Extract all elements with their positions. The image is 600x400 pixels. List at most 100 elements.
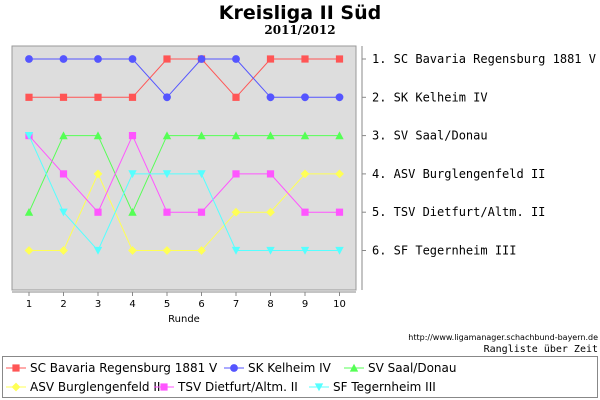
data-point	[128, 246, 137, 255]
data-point	[335, 93, 344, 102]
data-point	[335, 208, 344, 216]
data-point	[266, 131, 275, 140]
x-tick-label: 6	[198, 299, 204, 310]
data-point	[24, 208, 34, 216]
data-point	[59, 246, 68, 255]
data-point	[335, 55, 344, 63]
legend-swatch	[154, 383, 174, 391]
legend-swatch	[6, 364, 26, 372]
data-point	[59, 208, 68, 217]
legend-label: SF Tegernheim III	[333, 380, 436, 394]
data-point	[24, 246, 34, 255]
data-point	[300, 131, 310, 140]
x-tick-label: 10	[333, 299, 346, 310]
legend-item-tsv-dietfurt-altm-ii: TSV Dietfurt/Altm. II	[153, 378, 298, 396]
x-tick-label: 1	[26, 299, 32, 310]
legend-item-asv-burglengenfeld-ii: ASV Burglengenfeld II	[5, 378, 160, 396]
legend-swatch	[6, 382, 26, 392]
legend-label: TSV Dietfurt/Altm. II	[178, 380, 298, 394]
data-point	[301, 208, 309, 216]
data-point	[94, 93, 102, 101]
legend-item-sk-kelheim-iv: SK Kelheim IV	[223, 359, 331, 377]
legend-swatch	[224, 364, 244, 372]
data-point	[301, 55, 309, 63]
legend-label: SK Kelheim IV	[248, 361, 331, 375]
data-point	[232, 93, 240, 101]
legend-item-sv-saal-donau: SV Saal/Donau	[343, 359, 457, 377]
x-axis-label: Runde	[168, 314, 200, 325]
series-group	[24, 55, 344, 255]
x-tick-label: 8	[267, 299, 273, 310]
data-point	[300, 169, 310, 179]
data-point	[163, 55, 171, 63]
series-line	[28, 135, 340, 252]
data-point	[93, 169, 103, 179]
data-point	[59, 131, 68, 140]
x-tick-label: 3	[95, 299, 101, 310]
data-point	[163, 208, 171, 216]
legend-swatch-marker	[11, 382, 21, 392]
x-tick-label: 4	[129, 299, 135, 310]
data-point	[231, 131, 241, 140]
data-point	[24, 132, 34, 140]
data-point	[197, 246, 206, 255]
data-point	[335, 131, 344, 140]
data-point	[335, 246, 344, 255]
data-point	[94, 55, 102, 63]
legend-swatch	[344, 363, 364, 372]
data-point	[231, 246, 241, 255]
data-point	[93, 246, 103, 255]
data-point	[128, 208, 137, 216]
data-point	[266, 170, 275, 178]
data-point	[162, 131, 172, 140]
x-tick-label: 5	[164, 299, 170, 310]
legend-swatch-marker	[230, 364, 238, 372]
data-point	[300, 246, 310, 255]
rank-line-chart: 1 2 3 4 5 6 7 8 9 10 1. SC Bavaria Regensburg 188…	[11, 45, 596, 325]
data-point	[266, 93, 275, 102]
rank-tick-label: 6. SF Tegernheim III	[372, 244, 517, 258]
legend-item-sc-bavaria-regensburg-1881-v: SC Bavaria Regensburg 1881 V	[5, 359, 217, 377]
chart-caption: Rangliste über Zeit	[483, 344, 598, 355]
source-url: http://www.ligamanager.schachbund-bayern…	[408, 333, 598, 342]
legend-swatch-marker	[12, 364, 20, 372]
data-point	[232, 170, 240, 178]
data-point	[266, 55, 275, 63]
series-sf-tegernheim-iii	[24, 132, 344, 255]
data-point	[335, 169, 344, 179]
legend-swatch	[309, 383, 329, 392]
rank-axis-ticks: 1. SC Bavaria Regensburg 1881 V 2. SK Kel…	[362, 52, 596, 258]
legend-swatch-marker	[314, 383, 324, 392]
rank-tick-label: 3. SV Saal/Donau	[372, 129, 488, 143]
x-tick-label: 9	[302, 299, 308, 310]
data-point	[59, 93, 68, 101]
chart-subtitle: 2011/2012	[264, 23, 336, 37]
legend-label: ASV Burglengenfeld II	[30, 380, 161, 394]
series-line	[29, 58, 340, 99]
data-point	[93, 131, 103, 140]
series-sk-kelheim-iv	[25, 55, 344, 102]
legend-swatch-marker	[160, 383, 168, 391]
data-point	[128, 93, 137, 101]
x-tick-label: 7	[233, 299, 239, 310]
data-point	[128, 132, 137, 140]
legend-label: SV Saal/Donau	[368, 361, 457, 375]
data-point	[301, 93, 309, 102]
data-point	[197, 170, 206, 179]
data-point	[59, 55, 68, 63]
legend: SC Bavaria Regensburg 1881 V SK Kelheim I…	[2, 356, 598, 398]
rank-tick-label: 2. SK Kelheim IV	[372, 90, 488, 104]
data-point	[197, 55, 206, 63]
data-point	[266, 246, 275, 255]
legend-swatch-marker	[349, 363, 359, 372]
series-sv-saal-donau	[24, 131, 344, 216]
series-line	[29, 58, 340, 99]
rank-tick-label: 5. TSV Dietfurt/Altm. II	[372, 205, 545, 219]
data-point	[59, 170, 68, 178]
chart-title: Kreisliga II Süd	[218, 2, 382, 24]
data-point	[163, 93, 171, 102]
data-point	[232, 55, 240, 63]
data-point	[231, 207, 241, 217]
rank-tick-label: 4. ASV Burglengenfeld II	[372, 167, 545, 181]
data-point	[266, 207, 275, 217]
